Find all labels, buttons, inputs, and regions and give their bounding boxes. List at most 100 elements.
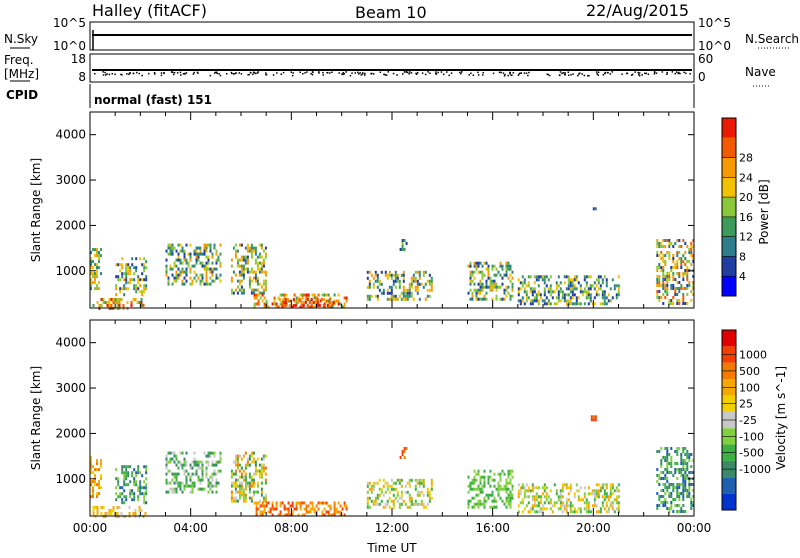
power-echo-cell: [523, 278, 526, 282]
velocity-echo-cell: [321, 501, 324, 505]
velocity-echo-cell: [382, 484, 385, 488]
power-echo-cell: [252, 276, 255, 280]
power-echo-cell: [316, 304, 319, 307]
nave-point: [392, 72, 395, 75]
velocity-echo-cell: [123, 474, 126, 478]
velocity-echo-cell: [467, 484, 470, 488]
velocity-echo-cell: [593, 501, 596, 505]
power-echo-cell: [555, 281, 558, 285]
velocity-echo-cell: [684, 471, 687, 474]
power-echo-cell: [314, 301, 317, 304]
power-echo-cell: [175, 264, 178, 268]
velocity-echo-cell: [238, 463, 241, 467]
velocity-echo-cell: [553, 483, 556, 487]
power-echo-cell: [98, 257, 100, 261]
nave-point: [450, 72, 453, 74]
power-echo-cell: [213, 279, 216, 283]
power-echo-cell: [519, 299, 522, 303]
power-echo-cell: [493, 279, 496, 283]
nave-point: [104, 71, 106, 74]
power-echo-cell: [672, 254, 675, 257]
power-echo-cell: [485, 297, 488, 301]
velocity-echo-cell: [467, 499, 470, 503]
nave-series: [94, 71, 691, 77]
power-echo-cell: [253, 305, 256, 309]
velocity-echo-cell: [261, 513, 264, 517]
nave-point: [579, 72, 581, 74]
velocity-echo-cell: [497, 481, 500, 485]
power-echo-cell: [529, 299, 532, 303]
power-echo-cell: [135, 269, 138, 273]
power-echo-cell: [658, 245, 661, 248]
power-echo-cell: [563, 275, 566, 279]
power-echo-cell: [394, 285, 397, 289]
velocity-echo-cell: [125, 471, 128, 475]
velocity-echo-cell: [426, 487, 429, 491]
velocity-echo-cell: [678, 486, 681, 489]
nave-point: [240, 73, 243, 75]
power-echo-cell: [557, 296, 560, 300]
power-echo-cell: [244, 246, 247, 250]
velocity-echo-cell: [311, 507, 314, 511]
velocity-echo-cell: [343, 501, 346, 505]
velocity-echo-cell: [426, 502, 429, 506]
velocity-echo-cell: [261, 504, 264, 508]
power-echo-cell: [382, 291, 385, 295]
velocity-echo-cell: [535, 498, 538, 502]
power-echo-cell: [658, 290, 661, 293]
velocity-echo-cell: [567, 504, 570, 508]
nave-point: [588, 74, 590, 77]
nave-point: [572, 73, 574, 75]
velocity-echo-cell: [285, 507, 288, 511]
power-echo-cell: [215, 273, 218, 277]
power-echo-cell: [205, 270, 208, 274]
velocity-echo-cell: [682, 450, 685, 453]
power-echo-cell: [662, 260, 665, 263]
velocity-echo-cell: [283, 513, 286, 517]
power-echo-cell: [585, 275, 588, 279]
velocity-echo-cell: [491, 505, 494, 509]
velocity-echo-cell: [688, 483, 691, 486]
velocity-echo-cell: [246, 463, 249, 467]
velocity-echo-cell: [599, 507, 602, 511]
velocity-echo-cell: [497, 472, 500, 476]
power-echo-cell: [543, 302, 546, 306]
power-echo-cell: [203, 249, 206, 253]
velocity-echo-cell: [115, 492, 118, 496]
nave-point: [215, 71, 218, 73]
velocity-echo-cell: [217, 460, 220, 464]
power-echo-cell: [230, 258, 233, 262]
velocity-echo-cell: [509, 499, 512, 503]
velocity-echo-cell: [509, 490, 512, 494]
velocity-echo-cell: [569, 507, 572, 511]
power-echo-cell: [137, 281, 140, 285]
velocity-echo-cell: [549, 489, 552, 493]
power-echo-cell: [238, 273, 241, 277]
power-colorbar-tick-label: 16: [739, 211, 753, 224]
velocity-echo-cell: [258, 463, 261, 467]
power-echo-cell: [531, 290, 534, 294]
power-echo-cell: [333, 293, 336, 297]
velocity-echo-cell: [537, 501, 540, 505]
power-echo-cell: [236, 249, 239, 253]
velocity-echo-cell: [682, 483, 685, 486]
power-echo-cell: [473, 282, 476, 286]
velocity-echo-cell: [252, 490, 255, 494]
velocity-echo-cell: [557, 498, 560, 502]
power-echo-cell: [195, 246, 198, 250]
velocity-echo-cell: [177, 472, 180, 476]
velocity-echo-cell: [559, 507, 562, 511]
velocity-echo-cell: [392, 505, 395, 509]
velocity-echo-cell: [565, 504, 568, 508]
power-echo-cell: [688, 260, 691, 263]
velocity-echo-cell: [475, 487, 478, 491]
velocity-echo-cell: [483, 496, 486, 500]
velocity-echo-cell: [370, 499, 373, 503]
velocity-echo-cell: [684, 459, 687, 462]
nave-point: [564, 73, 566, 75]
velocity-echo-cell: [589, 510, 592, 514]
power-echo-cell: [414, 279, 417, 283]
nave-point: [160, 74, 163, 77]
velocity-echo-cell: [611, 486, 614, 490]
power-echo-cell: [230, 264, 233, 268]
